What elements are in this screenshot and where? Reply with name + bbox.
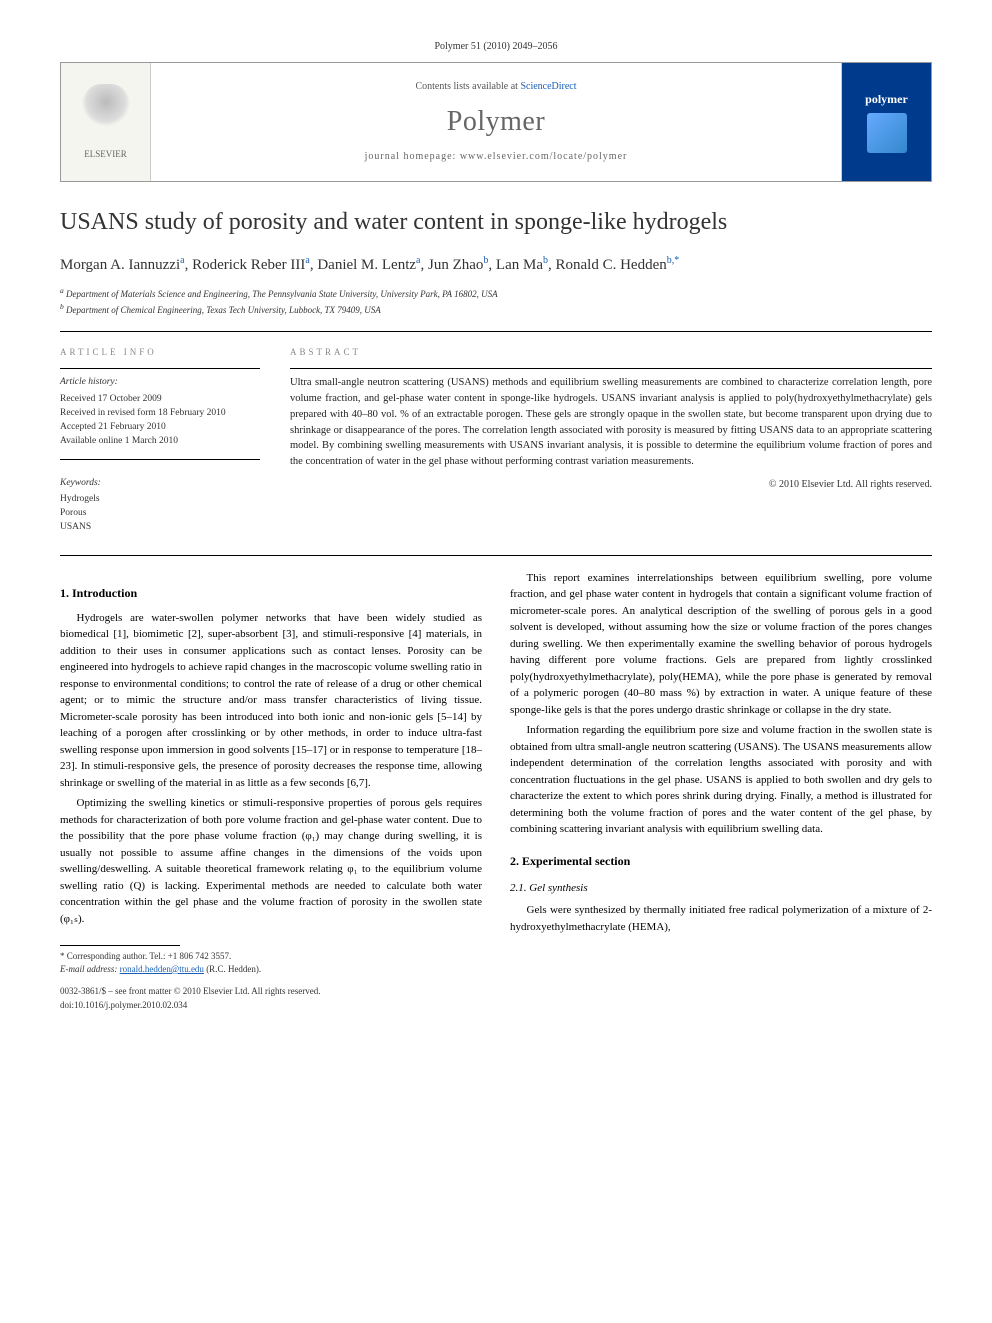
badge-icon [867, 113, 907, 153]
keywords-heading: Keywords: [60, 476, 260, 490]
footer-copyright: 0032-3861/$ – see front matter © 2010 El… [60, 985, 482, 1012]
citation-line: Polymer 51 (2010) 2049–2056 [60, 40, 932, 54]
history-heading: Article history: [60, 375, 260, 389]
body-paragraph: This report examines interrelationships … [510, 570, 932, 719]
accepted-date: Accepted 21 February 2010 [60, 420, 260, 434]
section-heading-intro: 1. Introduction [60, 584, 482, 602]
elsevier-tree-icon [81, 84, 131, 144]
journal-header: ELSEVIER Contents lists available at Sci… [60, 62, 932, 182]
author: Daniel M. Lentza [317, 257, 420, 273]
corr-email-line: E-mail address: ronald.hedden@ttu.edu (R… [60, 963, 482, 976]
journal-homepage: journal homepage: www.elsevier.com/locat… [365, 150, 628, 164]
author: Lan Mab [496, 257, 548, 273]
badge-text: polymer [865, 91, 908, 108]
info-abstract-row: ARTICLE INFO Article history: Received 1… [60, 346, 932, 535]
publisher-logo-cell: ELSEVIER [61, 63, 151, 181]
homepage-label: journal homepage: [365, 151, 460, 162]
corr-email-link[interactable]: ronald.hedden@ttu.edu [120, 964, 204, 974]
abstract-column: ABSTRACT Ultra small-angle neutron scatt… [290, 346, 932, 535]
header-center: Contents lists available at ScienceDirec… [151, 63, 841, 181]
divider [60, 555, 932, 556]
divider [60, 459, 260, 460]
author: Morgan A. Iannuzzia [60, 257, 185, 273]
received-date: Received 17 October 2009 [60, 392, 260, 406]
article-info-column: ARTICLE INFO Article history: Received 1… [60, 346, 260, 535]
subsection-heading-gel-synthesis: 2.1. Gel synthesis [510, 880, 932, 897]
keywords-block: Keywords: Hydrogels Porous USANS [60, 476, 260, 535]
affiliation-a: a Department of Materials Science and En… [60, 286, 932, 301]
body-paragraph: Hydrogels are water-swollen polymer netw… [60, 610, 482, 792]
article-title: USANS study of porosity and water conten… [60, 206, 932, 240]
body-columns: 1. Introduction Hydrogels are water-swol… [60, 570, 932, 1013]
author: Ronald C. Heddenb,* [556, 257, 680, 273]
author: Roderick Reber IIIa [192, 257, 310, 273]
body-paragraph: Gels were synthesized by thermally initi… [510, 902, 932, 935]
online-date: Available online 1 March 2010 [60, 434, 260, 448]
contents-available-line: Contents lists available at ScienceDirec… [415, 80, 576, 94]
homepage-url[interactable]: www.elsevier.com/locate/polymer [460, 151, 628, 162]
author-list: Morgan A. Iannuzzia, Roderick Reber IIIa… [60, 254, 932, 276]
corresponding-author-footnote: * Corresponding author. Tel.: +1 806 742… [60, 950, 482, 975]
section-heading-experimental: 2. Experimental section [510, 852, 932, 870]
publisher-name: ELSEVIER [84, 149, 127, 159]
body-paragraph: Information regarding the equilibrium po… [510, 722, 932, 838]
abstract-label: ABSTRACT [290, 346, 932, 359]
body-paragraph: Optimizing the swelling kinetics or stim… [60, 795, 482, 927]
divider [60, 368, 260, 369]
email-who: (R.C. Hedden). [204, 964, 261, 974]
article-info-label: ARTICLE INFO [60, 346, 260, 359]
keyword: Hydrogels [60, 492, 260, 506]
elsevier-logo: ELSEVIER [81, 84, 131, 161]
contents-prefix: Contents lists available at [415, 81, 520, 92]
journal-name: Polymer [447, 102, 545, 141]
affiliation-b: b Department of Chemical Engineering, Te… [60, 302, 932, 317]
footnote-separator [60, 945, 180, 946]
keyword: Porous [60, 506, 260, 520]
revised-date: Received in revised form 18 February 201… [60, 406, 260, 420]
footer-doi: doi:10.1016/j.polymer.2010.02.034 [60, 999, 482, 1013]
email-label: E-mail address: [60, 964, 120, 974]
journal-badge: polymer [841, 63, 931, 181]
divider [290, 368, 932, 369]
divider [60, 331, 932, 332]
author: Jun Zhaob [428, 257, 488, 273]
article-history: Article history: Received 17 October 200… [60, 375, 260, 448]
footer-line1: 0032-3861/$ – see front matter © 2010 El… [60, 985, 482, 999]
keyword: USANS [60, 520, 260, 534]
abstract-copyright: © 2010 Elsevier Ltd. All rights reserved… [290, 478, 932, 492]
abstract-text: Ultra small-angle neutron scattering (US… [290, 375, 932, 470]
corr-phone: * Corresponding author. Tel.: +1 806 742… [60, 950, 482, 963]
sciencedirect-link[interactable]: ScienceDirect [520, 81, 576, 92]
